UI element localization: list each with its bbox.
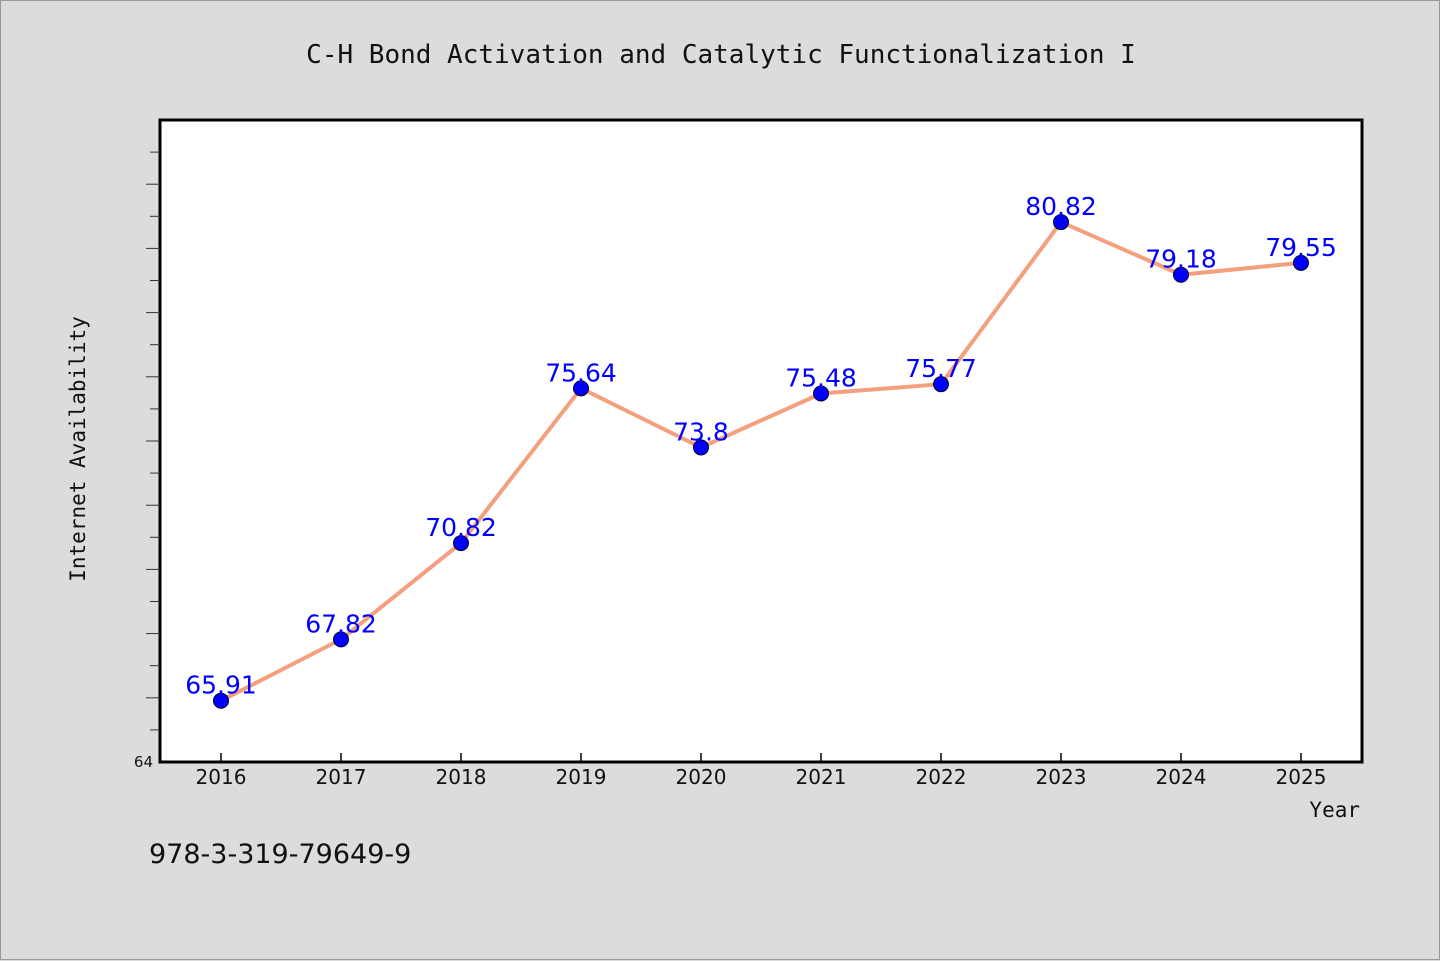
data-point <box>1053 214 1069 231</box>
data-point <box>933 376 949 393</box>
x-tick-label: 2020 <box>676 765 727 789</box>
x-tick-label: 2021 <box>796 765 847 789</box>
data-label: 70.82 <box>425 513 497 542</box>
chart-title: C-H Bond Activation and Catalytic Functi… <box>306 40 1136 70</box>
data-label: 67.82 <box>305 609 377 638</box>
data-point <box>573 380 589 397</box>
data-label: 73.8 <box>673 417 729 446</box>
x-tick-label: 2024 <box>1156 765 1207 789</box>
y-tick-label: 64 <box>134 753 153 771</box>
x-axis-ticks <box>220 753 1302 762</box>
x-tick-labels: 2016 2017 2018 2019 2020 2021 2022 2023 2024 2025 <box>196 765 1327 789</box>
y-axis-label: Internet Availability <box>66 316 90 582</box>
data-label: 65.91 <box>185 671 257 700</box>
x-tick-label: 2018 <box>436 765 487 789</box>
data-label: 75.64 <box>545 358 617 387</box>
data-point <box>453 535 469 552</box>
data-label: 79.18 <box>1145 245 1217 274</box>
data-label: 80.82 <box>1025 192 1097 221</box>
data-point <box>813 385 829 402</box>
data-label: 75.77 <box>905 354 977 383</box>
series-line <box>219 220 1303 703</box>
data-label: 79.55 <box>1265 233 1337 262</box>
x-tick-label: 2019 <box>556 765 607 789</box>
y-axis-ticks <box>146 151 160 731</box>
footnote: 978-3-319-79649-9 <box>149 839 411 870</box>
x-tick-label: 2016 <box>196 765 247 789</box>
x-tick-label: 2022 <box>916 765 967 789</box>
data-point <box>333 631 349 648</box>
data-point <box>693 439 709 456</box>
data-point <box>1293 254 1309 271</box>
series-line-group: 65.91 67.82 70.82 75.64 73.8 75.48 75.77 80.82 7… <box>185 192 1337 709</box>
x-tick-label: 2023 <box>1036 765 1087 789</box>
x-tick-label: 2017 <box>316 765 367 789</box>
x-axis-label: Year <box>1309 798 1360 822</box>
data-label: 75.48 <box>785 363 857 392</box>
data-point <box>213 692 229 709</box>
x-tick-label: 2025 <box>1276 765 1327 789</box>
plot-area <box>158 118 1364 764</box>
data-point <box>1173 266 1189 283</box>
